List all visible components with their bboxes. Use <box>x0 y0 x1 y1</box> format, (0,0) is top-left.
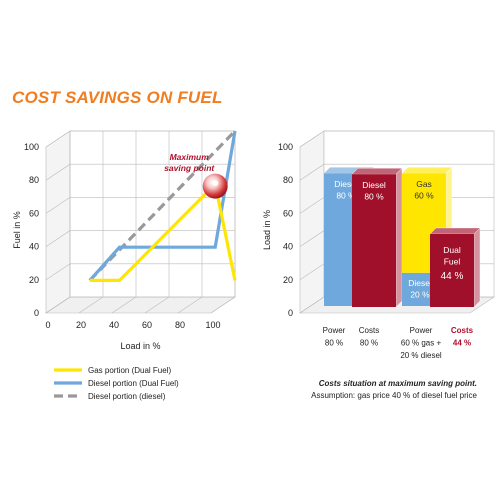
bar-value-label: 60 % <box>414 191 434 201</box>
category-label: 80 % <box>360 339 378 348</box>
bar-value-label: 80 % <box>336 191 356 201</box>
bar-4-segment-1-top <box>429 227 481 235</box>
grid-line <box>45 131 71 314</box>
legend-label: Gas portion (Dual Fuel) <box>88 366 171 375</box>
x-tick-label: 60 <box>142 320 152 330</box>
y-axis-label: Load in % <box>262 210 272 250</box>
bar-value-label: Gas <box>416 179 432 189</box>
marker-highlight <box>212 180 219 187</box>
note-assumption: Assumption: gas price 40 % of diesel fue… <box>311 391 477 400</box>
bar-4-segment-1 <box>430 233 474 307</box>
x-tick-label: 20 <box>76 320 86 330</box>
category-label: 20 % diesel <box>400 351 442 360</box>
y-tick-label: 40 <box>283 242 293 252</box>
y-tick-label: 20 <box>29 275 39 285</box>
y-tick-label: 40 <box>29 242 39 252</box>
legend-label: Diesel portion (Dual Fuel) <box>88 379 179 388</box>
category-label: Costs <box>451 326 474 335</box>
category-label: 80 % <box>325 339 343 348</box>
cost-bar-chart: 0 20 40 60 80 100 Load in % Diesel 80 % Diesel 80 … <box>262 130 495 360</box>
x-tick-label: 80 <box>175 320 185 330</box>
bar-2-segment-1-top <box>351 167 403 175</box>
grid-line <box>299 163 494 181</box>
grid-line <box>45 197 235 214</box>
grid-line <box>210 131 236 314</box>
y-tick-label: 0 <box>288 308 293 318</box>
assumption-note: Costs situation at maximum saving point.… <box>311 379 477 400</box>
bar-3-segment-2-top <box>401 166 453 174</box>
legend: Gas portion (Dual Fuel) Diesel portion (D… <box>54 366 179 401</box>
bar-2-segment-1 <box>352 174 396 307</box>
category-label: Costs <box>359 326 379 335</box>
y-axis-label: Fuel in % <box>12 211 22 249</box>
bar-value-label: Diesel <box>334 179 358 189</box>
y-tick-label: 80 <box>283 175 293 185</box>
bar-value-label: Dual <box>443 245 461 255</box>
y-tick-label: 20 <box>283 275 293 285</box>
bar-value-label: 80 % <box>364 192 384 202</box>
bar-2-segment-1-side <box>395 167 403 308</box>
grid-line <box>45 163 235 181</box>
y-tick-label: 60 <box>29 208 39 218</box>
left-side-wall <box>45 130 71 314</box>
legend-label: Diesel portion (diesel) <box>88 392 166 401</box>
x-axis-label: Load in % <box>120 341 160 351</box>
grid-line <box>78 131 104 314</box>
floor <box>45 296 236 314</box>
bar-4-segment-1-side <box>473 227 481 308</box>
series-gas-dual-fuel <box>89 180 237 282</box>
y-tick-label: 80 <box>29 175 39 185</box>
y-tick-label: 60 <box>283 208 293 218</box>
category-label: Power <box>323 326 346 335</box>
page-title: COST SAVINGS ON FUEL <box>12 88 223 107</box>
grid-line <box>45 263 235 281</box>
annotation-label: Maximum <box>170 152 210 162</box>
grid-line <box>45 230 235 247</box>
bar-value-label: 20 % <box>410 289 430 299</box>
fuel-line-chart: 0 20 40 60 80 100 0 20 40 60 80 100 Load in % Fuel in… <box>12 129 237 351</box>
bar-value-label: Diesel <box>408 278 432 288</box>
y-tick-label: 0 <box>34 308 39 318</box>
annotation-label: saving point <box>164 163 215 173</box>
y-tick-label: 100 <box>24 142 39 152</box>
bar-value-label: Diesel <box>362 180 386 190</box>
grid-line <box>177 131 203 314</box>
grid-line <box>45 130 235 148</box>
x-tick-label: 40 <box>109 320 119 330</box>
grid-line <box>144 131 170 314</box>
category-label: 44 % <box>453 339 471 348</box>
bar-value-label: 44 % <box>441 271 464 282</box>
category-label: Power <box>410 326 433 335</box>
category-label: 60 % gas + <box>401 339 442 348</box>
left-side-wall <box>299 130 325 314</box>
grid-line <box>111 131 137 314</box>
x-tick-label: 100 <box>205 320 220 330</box>
x-tick-label: 0 <box>45 320 50 330</box>
bar-value-label: Fuel <box>444 256 461 266</box>
note-title: Costs situation at maximum saving point. <box>319 379 477 388</box>
grid-line <box>299 130 494 148</box>
y-tick-label: 100 <box>278 142 293 152</box>
